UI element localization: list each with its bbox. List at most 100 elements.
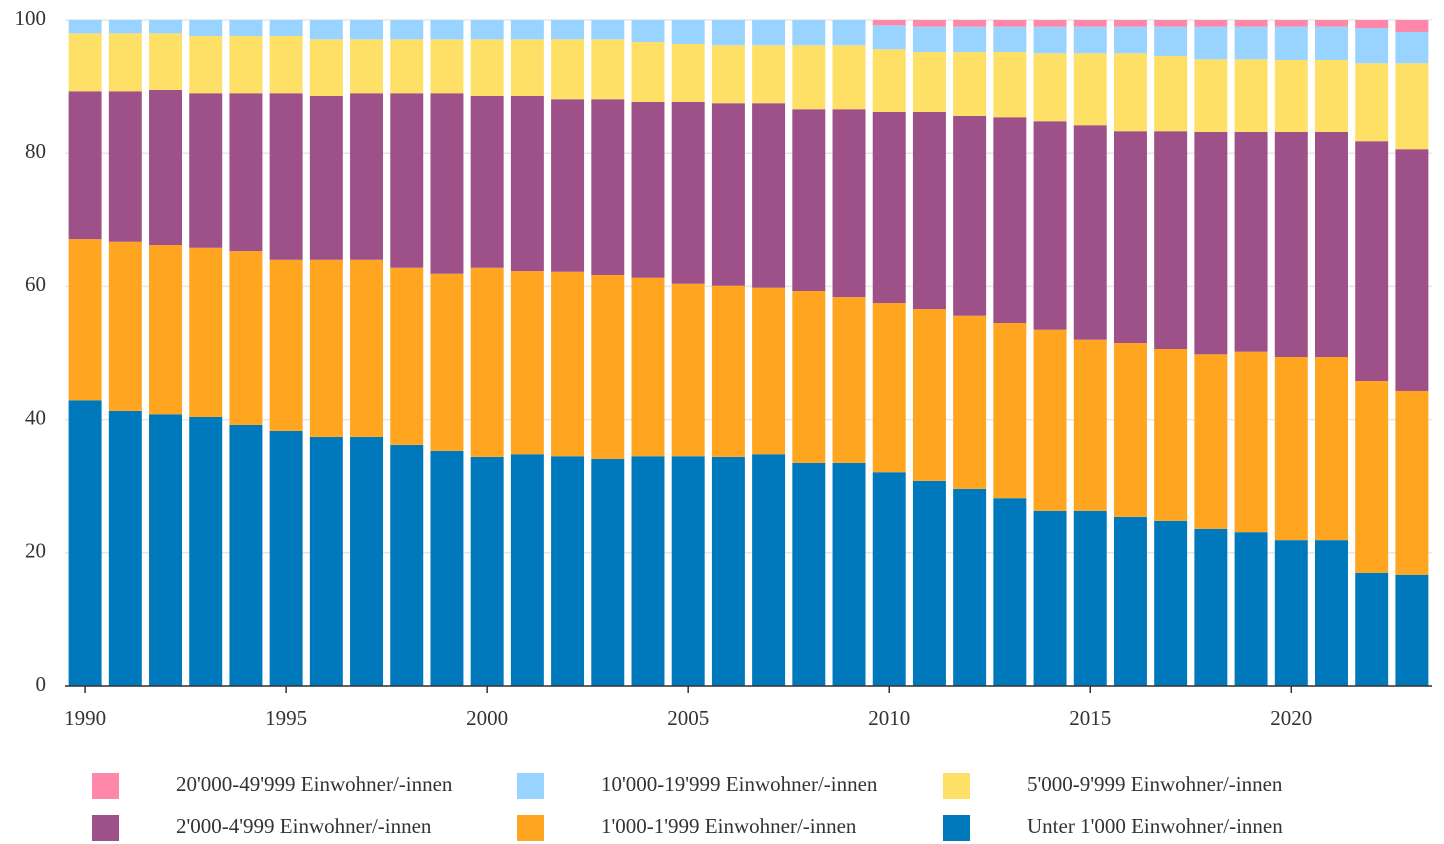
bar-segment — [591, 458, 625, 686]
bar-segment — [390, 267, 424, 445]
bar-segment — [872, 25, 906, 50]
bar-segment — [1355, 63, 1389, 142]
bar-segment — [551, 271, 585, 457]
bar-segment — [953, 315, 987, 489]
bar-segment — [350, 93, 384, 260]
bar-segment — [752, 454, 786, 686]
bar-segment — [993, 26, 1027, 52]
bar-segment — [350, 20, 384, 40]
bar-segment — [1274, 131, 1308, 357]
legend-label: 20'000-49'999 Einwohner/-innen — [176, 772, 453, 796]
bar-segment — [671, 456, 705, 686]
bar-segment — [390, 39, 424, 94]
y-tick-label: 100 — [15, 6, 47, 30]
bar-segment — [912, 20, 946, 27]
bar-segment — [1395, 574, 1429, 686]
x-tick-label: 2020 — [1270, 706, 1312, 730]
bar-segment — [953, 26, 987, 52]
bar-segment — [872, 303, 906, 473]
bar-segment — [591, 99, 625, 276]
bar-segment — [229, 424, 263, 686]
x-tick-label: 2005 — [667, 706, 709, 730]
bar-segment — [631, 277, 665, 457]
bar-segment — [1315, 131, 1348, 357]
bar-segment — [551, 39, 585, 100]
x-tick-label: 1990 — [64, 706, 106, 730]
bar-segment — [1113, 131, 1147, 344]
bar-segment — [551, 20, 585, 40]
bar-segment — [68, 20, 102, 34]
bar-segment — [309, 20, 343, 40]
bar-segment — [752, 20, 786, 46]
bar-segment — [68, 239, 102, 401]
bar-segment — [953, 488, 987, 686]
bar-segment — [309, 95, 343, 260]
bar-segment — [309, 259, 343, 437]
bar-segment — [551, 456, 585, 686]
bar-segment — [591, 275, 625, 459]
bar-segment — [1073, 510, 1107, 686]
bar-segment — [832, 109, 866, 298]
bar-segment — [430, 93, 464, 274]
bar-segment — [792, 462, 826, 686]
bar-segment — [430, 273, 464, 451]
bar-segment — [1113, 516, 1147, 686]
bar-segment — [711, 456, 745, 686]
bar-segment — [108, 241, 142, 411]
x-tick-label: 2010 — [868, 706, 910, 730]
bar-segment — [953, 20, 987, 27]
bar-segment — [953, 115, 987, 316]
bar-segment — [68, 91, 102, 240]
legend-label: 1'000-1'999 Einwohner/-innen — [601, 814, 857, 838]
bar-segment — [1395, 31, 1429, 64]
bar-segment — [1274, 540, 1308, 686]
bar-segment — [229, 93, 263, 252]
bar-segment — [149, 245, 182, 415]
bar-segment — [1355, 380, 1389, 573]
bar-segment — [189, 416, 223, 686]
bar-segment — [1395, 149, 1429, 391]
bar-segment — [1073, 125, 1107, 340]
bar-segment — [752, 287, 786, 455]
bar-segment — [1355, 27, 1389, 64]
bar-segment — [1033, 121, 1067, 330]
bar-segment — [711, 103, 745, 286]
bar-segment — [1154, 131, 1188, 350]
bar-segment — [390, 444, 424, 686]
bar-segment — [189, 247, 223, 417]
bar-segment — [1234, 351, 1268, 533]
bar-segment — [912, 480, 946, 686]
bar-segment — [1315, 540, 1348, 686]
bar-segment — [430, 20, 464, 40]
bar-segment — [1274, 59, 1308, 132]
bar-segment — [1355, 20, 1389, 28]
bar-segment — [711, 285, 745, 457]
bar-segment — [631, 456, 665, 686]
bar-segment — [591, 39, 625, 100]
y-tick-label: 40 — [25, 405, 46, 429]
bar-segment — [510, 20, 544, 40]
bar-segment — [1154, 349, 1188, 521]
bar-segment — [1194, 354, 1228, 529]
bar-segment — [269, 35, 303, 94]
bar-segment — [229, 251, 263, 425]
bar-segment — [953, 51, 987, 116]
bar-segment — [912, 111, 946, 310]
bar-segment — [1355, 141, 1389, 381]
bar-segment — [309, 436, 343, 686]
bar-segment — [1234, 131, 1268, 352]
bar-segment — [1234, 26, 1268, 60]
bar-segment — [149, 414, 182, 686]
bar-segment — [269, 20, 303, 36]
bar-segment — [1234, 532, 1268, 686]
bar-segment — [269, 259, 303, 431]
bar-segment — [1274, 20, 1308, 27]
bar-segment — [1154, 55, 1188, 132]
bar-segment — [1154, 26, 1188, 56]
bar-segment — [1315, 26, 1348, 60]
bar-segment — [1395, 20, 1429, 32]
bar-segment — [1194, 528, 1228, 686]
bar-segment — [229, 20, 263, 36]
bar-segment — [189, 20, 223, 36]
